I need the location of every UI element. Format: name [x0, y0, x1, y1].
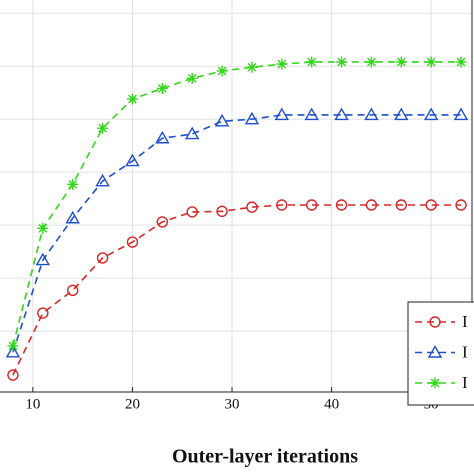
marker	[214, 113, 230, 127]
series-line	[12, 204, 462, 376]
marker	[453, 107, 469, 121]
marker	[365, 56, 377, 68]
legend-box	[407, 301, 474, 406]
marker	[455, 199, 467, 211]
marker	[334, 107, 349, 121]
marker	[306, 56, 318, 68]
series-line	[12, 61, 462, 347]
marker	[67, 178, 79, 190]
marker	[395, 199, 407, 211]
marker	[394, 107, 409, 121]
marker	[246, 201, 258, 213]
x-tick-label: 10	[25, 396, 40, 412]
legend-marker	[429, 377, 441, 389]
x-axis-label: Outer-layer iterations	[172, 446, 358, 468]
marker	[184, 126, 200, 140]
x-tick-label: 30	[225, 396, 240, 412]
marker	[35, 252, 51, 266]
marker	[246, 61, 258, 73]
marker	[425, 56, 437, 68]
marker	[186, 72, 198, 84]
legend-marker	[429, 316, 441, 328]
marker	[305, 199, 318, 211]
marker	[7, 369, 19, 381]
marker	[395, 56, 407, 68]
marker	[274, 107, 290, 121]
marker	[216, 65, 228, 77]
marker	[156, 82, 168, 94]
marker	[7, 340, 19, 352]
marker	[5, 344, 21, 358]
legend-marker	[427, 345, 443, 358]
marker	[126, 236, 139, 248]
marker	[37, 222, 49, 234]
marker	[244, 111, 260, 125]
series-line	[12, 114, 462, 353]
marker	[455, 56, 467, 68]
marker	[336, 56, 348, 68]
marker	[186, 206, 198, 218]
marker	[425, 199, 437, 211]
marker	[66, 284, 79, 296]
marker	[95, 173, 110, 187]
legend-text: I	[462, 373, 468, 392]
x-tick-label: 40	[324, 396, 339, 412]
marker	[335, 199, 348, 211]
marker	[37, 307, 49, 319]
marker	[365, 199, 378, 211]
marker	[156, 216, 169, 228]
legend-text: I	[462, 342, 468, 361]
marker	[216, 205, 228, 218]
marker	[125, 153, 140, 167]
marker	[97, 122, 109, 134]
marker	[126, 93, 138, 105]
marker	[155, 130, 170, 144]
marker	[276, 199, 288, 211]
marker	[65, 210, 80, 224]
marker	[423, 107, 439, 121]
marker	[364, 107, 379, 121]
legend-text: I	[462, 312, 468, 331]
marker	[276, 58, 288, 70]
marker	[304, 107, 319, 121]
x-tick-label: 20	[125, 396, 140, 412]
marker	[96, 252, 109, 264]
